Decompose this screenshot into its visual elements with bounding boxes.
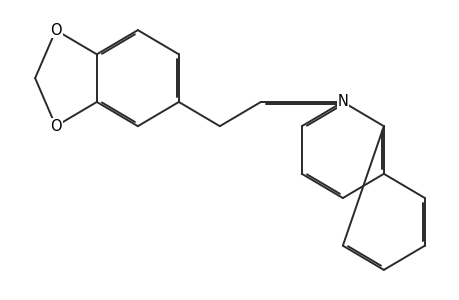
Text: O: O xyxy=(50,22,62,38)
Text: N: N xyxy=(337,94,347,110)
Text: O: O xyxy=(50,119,62,134)
